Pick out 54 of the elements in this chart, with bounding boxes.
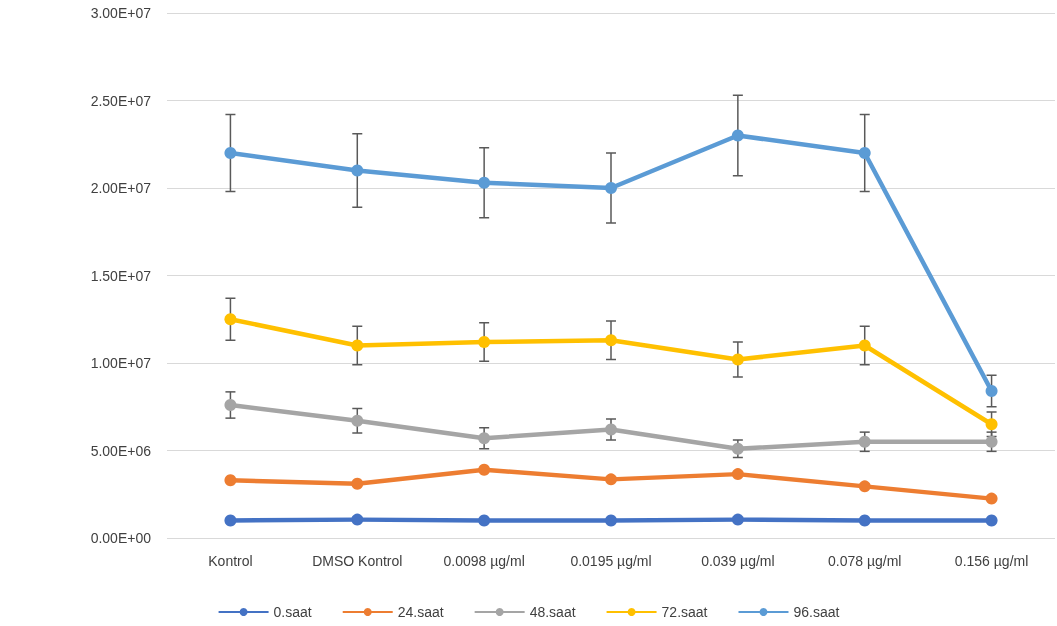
point bbox=[605, 423, 617, 436]
point bbox=[224, 147, 237, 159]
x-tick-label: Kontrol bbox=[208, 553, 253, 569]
point bbox=[731, 129, 744, 142]
point bbox=[985, 435, 998, 448]
x-tick-label: 0.0098 µg/ml bbox=[443, 553, 525, 569]
point bbox=[731, 353, 744, 366]
point bbox=[858, 435, 871, 448]
y-tick-label: 3.00E+07 bbox=[90, 5, 152, 21]
point bbox=[858, 339, 871, 352]
point bbox=[478, 463, 491, 476]
point bbox=[224, 514, 237, 527]
point bbox=[224, 474, 237, 487]
point bbox=[985, 492, 998, 505]
point bbox=[731, 468, 744, 481]
legend-label: 72.saat bbox=[661, 604, 708, 620]
point bbox=[605, 473, 617, 486]
y-tick-label: 2.00E+07 bbox=[90, 180, 152, 196]
point bbox=[224, 313, 237, 326]
legend-label: 0.saat bbox=[273, 604, 312, 620]
point bbox=[478, 514, 491, 527]
point bbox=[858, 514, 871, 527]
point bbox=[985, 385, 998, 397]
x-tick-label: 0.0195 µg/ml bbox=[570, 553, 652, 569]
point bbox=[351, 477, 364, 490]
point bbox=[731, 513, 744, 526]
y-tick-label: 1.00E+07 bbox=[90, 355, 152, 371]
point bbox=[478, 336, 491, 348]
point bbox=[605, 514, 617, 527]
y-tick-label: 2.50E+07 bbox=[90, 92, 152, 109]
x-tick-label: 0.078 µg/ml bbox=[827, 553, 902, 569]
x-tick-label: 0.156 µg/ml bbox=[954, 553, 1029, 569]
point bbox=[351, 339, 364, 352]
point bbox=[478, 176, 491, 189]
point bbox=[224, 399, 237, 411]
point bbox=[605, 182, 617, 194]
legend-label: 24.saat bbox=[397, 604, 444, 620]
point bbox=[351, 414, 364, 427]
point bbox=[478, 432, 491, 445]
x-tick-label: DMSO Kontrol bbox=[312, 553, 403, 569]
point bbox=[858, 480, 871, 493]
x-tick-label: 0.039 µg/ml bbox=[701, 553, 775, 569]
legend-label: 48.saat bbox=[529, 604, 576, 620]
y-tick-label: 1.50E+07 bbox=[90, 267, 152, 284]
point bbox=[985, 418, 998, 431]
point bbox=[605, 334, 617, 347]
y-tick-label: 0.00E+00 bbox=[90, 530, 152, 546]
point bbox=[351, 164, 364, 177]
y-tick-label: 5.00E+06 bbox=[90, 442, 152, 459]
point bbox=[985, 514, 998, 527]
legend-label: 96.saat bbox=[793, 604, 840, 620]
point bbox=[858, 147, 871, 159]
point bbox=[731, 442, 744, 455]
point bbox=[351, 513, 364, 526]
